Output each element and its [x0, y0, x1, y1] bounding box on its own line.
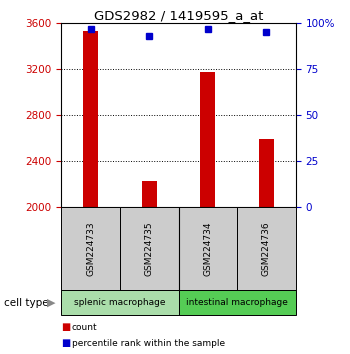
Text: percentile rank within the sample: percentile rank within the sample: [72, 339, 225, 348]
Bar: [120, 207, 178, 290]
Text: count: count: [72, 323, 97, 332]
Bar: [61, 207, 120, 290]
Bar: [142, 181, 156, 207]
Title: GDS2982 / 1419595_a_at: GDS2982 / 1419595_a_at: [94, 9, 263, 22]
Bar: [259, 139, 274, 207]
Text: GSM224735: GSM224735: [145, 221, 154, 276]
Bar: [83, 31, 98, 207]
Text: ■: ■: [61, 322, 70, 332]
Text: ■: ■: [61, 338, 70, 348]
Text: cell type: cell type: [4, 298, 48, 308]
Bar: [201, 72, 215, 207]
Text: intestinal macrophage: intestinal macrophage: [186, 298, 288, 307]
Text: splenic macrophage: splenic macrophage: [74, 298, 166, 307]
Bar: [61, 290, 178, 315]
Text: GSM224734: GSM224734: [203, 222, 212, 276]
Text: GSM224736: GSM224736: [262, 221, 271, 276]
Bar: [237, 207, 296, 290]
Bar: [178, 207, 237, 290]
Text: GSM224733: GSM224733: [86, 221, 95, 276]
Text: ▶: ▶: [47, 298, 55, 308]
Bar: [178, 290, 296, 315]
